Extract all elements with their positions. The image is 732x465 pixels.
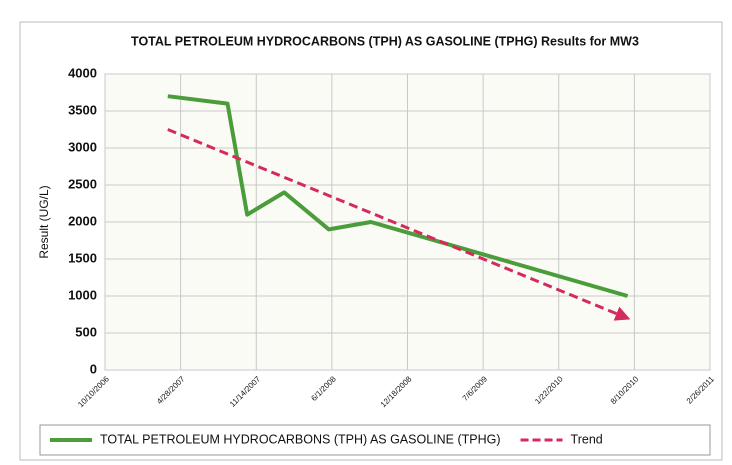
y-tick-label: 1000	[68, 287, 97, 302]
y-axis-label: Result (UG/L)	[37, 185, 51, 258]
y-tick-label: 3000	[68, 139, 97, 154]
y-tick-label: 4000	[68, 65, 97, 80]
legend-label: TOTAL PETROLEUM HYDROCARBONS (TPH) AS GA…	[100, 432, 501, 446]
legend-box	[39, 424, 711, 456]
y-tick-label: 2000	[68, 213, 97, 228]
y-tick-label: 2500	[68, 176, 97, 191]
y-tick-label: 3500	[68, 102, 97, 117]
y-tick-label: 0	[90, 361, 97, 376]
y-tick-label: 500	[75, 324, 97, 339]
chart-title: TOTAL PETROLEUM HYDROCARBONS (TPH) AS GA…	[131, 34, 639, 48]
legend-label: Trend	[571, 432, 603, 446]
series-line	[167, 94, 629, 298]
trend-line	[167, 128, 631, 321]
y-tick-label: 1500	[68, 250, 97, 265]
